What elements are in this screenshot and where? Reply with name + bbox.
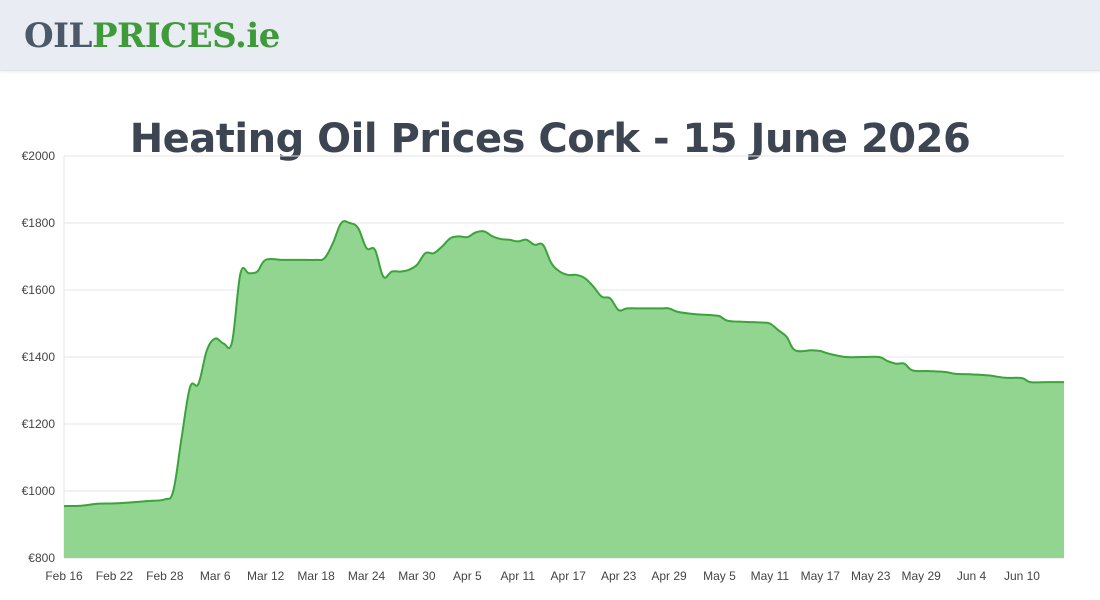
site-logo[interactable]: OILPRICES.ie (24, 12, 280, 60)
x-tick-label: Feb 22 (96, 569, 134, 583)
x-tick-label: Apr 23 (601, 569, 637, 583)
x-tick-label: Apr 29 (651, 569, 687, 583)
x-tick-label: Feb 28 (146, 569, 184, 583)
series-line (63, 220, 1064, 508)
y-tick-label: €1200 (22, 417, 56, 431)
logo-oil-text: OIL (24, 16, 92, 56)
y-tick-label: €800 (28, 551, 55, 565)
x-tick-label: Feb 16 (45, 569, 83, 583)
x-tick-label: Mar 30 (398, 569, 436, 583)
x-tick-label: Mar 24 (348, 569, 386, 583)
price-chart: €800 €1000 €1200 €1400 €1600 €1800 €2000 Feb 1… (22, 149, 1064, 583)
series-area (64, 221, 1064, 558)
x-tick-label: Apr 17 (551, 569, 587, 583)
y-tick-label: €2000 (22, 149, 56, 163)
x-tick-label: Mar 6 (200, 569, 231, 583)
x-tick-label: May 17 (801, 569, 841, 583)
logo-prices-text: PRICES (91, 16, 236, 56)
y-tick-label: €1800 (22, 216, 56, 230)
x-tick-label: Jun 4 (957, 569, 987, 583)
x-axis-labels: Feb 16 Feb 22 Feb 28 Mar 6 Mar 12 Mar 18 Mar 2… (45, 569, 1040, 583)
x-tick-label: Mar 12 (247, 569, 285, 583)
y-tick-label: €1600 (22, 283, 56, 297)
logo-domain-text: .ie (234, 16, 280, 56)
y-tick-label: €1000 (22, 484, 56, 498)
x-tick-label: Mar 18 (297, 569, 335, 583)
x-tick-label: May 11 (751, 569, 790, 583)
site-header: OILPRICES.ie (0, 0, 1100, 71)
page-title: Heating Oil Prices Cork - 15 June 2026 (129, 115, 971, 162)
x-tick-label: May 23 (851, 569, 891, 583)
x-tick-label: Jun 10 (1004, 569, 1040, 583)
y-axis-labels: €800 €1000 €1200 €1400 €1600 €1800 €2000 (22, 149, 56, 565)
x-tick-label: Apr 5 (453, 569, 482, 583)
x-tick-label: May 29 (901, 569, 941, 583)
x-tick-label: Apr 11 (501, 569, 536, 583)
series-group (63, 220, 1064, 558)
x-tick-label: May 5 (703, 569, 736, 583)
y-tick-label: €1400 (22, 350, 56, 364)
